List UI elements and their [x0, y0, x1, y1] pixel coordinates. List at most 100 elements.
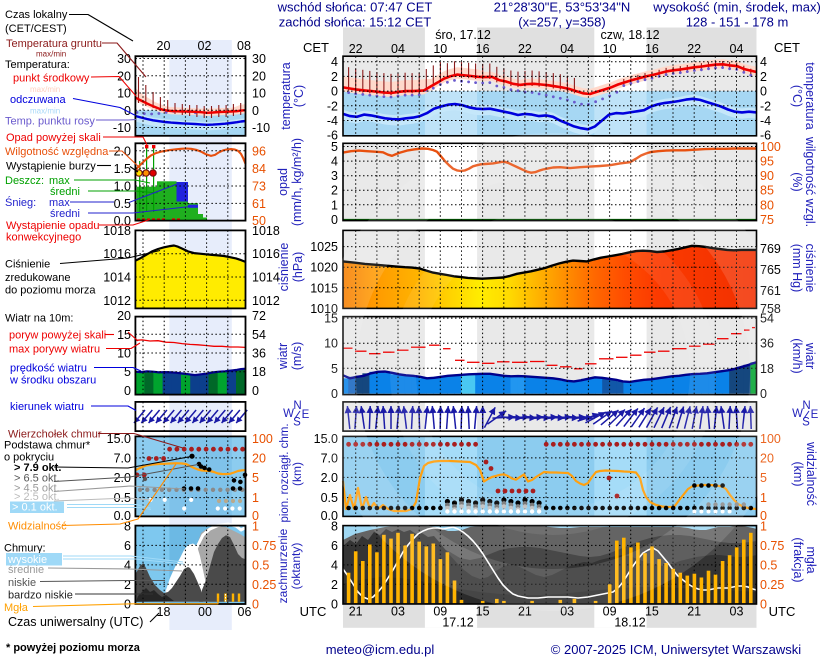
- svg-text:18: 18: [157, 605, 171, 619]
- svg-text:1: 1: [760, 520, 767, 534]
- svg-text:61: 61: [252, 197, 266, 211]
- svg-text:zredukowane: zredukowane: [5, 272, 70, 284]
- svg-text:UTC: UTC: [300, 604, 327, 619]
- svg-text:1: 1: [760, 491, 767, 505]
- svg-text:2: 2: [760, 70, 767, 84]
- svg-text:Temperatura:: Temperatura:: [5, 59, 70, 71]
- svg-text:10: 10: [324, 337, 338, 351]
- svg-text:CET: CET: [303, 40, 329, 55]
- svg-text:1.5: 1.5: [114, 162, 131, 176]
- svg-text:20: 20: [252, 69, 266, 83]
- svg-text:-4: -4: [327, 114, 338, 128]
- svg-text:w środku obszaru: w środku obszaru: [9, 375, 96, 387]
- svg-text:36: 36: [252, 347, 266, 361]
- svg-text:18: 18: [760, 362, 774, 376]
- svg-text:średni: średni: [50, 208, 80, 220]
- svg-text:06: 06: [238, 605, 252, 619]
- svg-text:(CET/CEST): (CET/CEST): [5, 23, 67, 35]
- svg-text:Deszcz:: Deszcz:: [5, 175, 44, 187]
- svg-text:bardzo niskie: bardzo niskie: [8, 590, 73, 602]
- svg-text:prędkość wiatru: prędkość wiatru: [10, 363, 87, 375]
- svg-text:4: 4: [124, 558, 131, 572]
- svg-text:wilgotność wzgl.: wilgotność wzgl.: [803, 136, 817, 227]
- svg-text:max porywy wiatru: max porywy wiatru: [9, 344, 100, 356]
- svg-text:-6: -6: [327, 129, 338, 143]
- svg-text:temperatura: temperatura: [279, 62, 293, 129]
- svg-text:> 7.9 okt.: > 7.9 okt.: [14, 462, 61, 474]
- svg-text:odczuwana: odczuwana: [10, 94, 67, 106]
- svg-text:(x=257, y=358): (x=257, y=358): [518, 15, 605, 30]
- svg-text:08: 08: [237, 39, 251, 53]
- svg-text:Ciśnienie: Ciśnienie: [5, 259, 50, 271]
- svg-text:02: 02: [198, 39, 212, 53]
- svg-text:E: E: [302, 409, 310, 421]
- svg-text:wysokość (min, środek, max): wysokość (min, środek, max): [652, 0, 820, 15]
- svg-text:ciśnienie: ciśnienie: [803, 244, 817, 293]
- svg-text:100: 100: [760, 140, 781, 154]
- svg-text:(km): (km): [290, 462, 304, 486]
- svg-text:100: 100: [252, 432, 273, 446]
- svg-text:21°28'30"E, 53°53'34"N: 21°28'30"E, 53°53'34"N: [494, 0, 631, 15]
- svg-text:(km): (km): [791, 462, 805, 487]
- svg-text:widzialność: widzialność: [804, 441, 818, 506]
- svg-text:1020: 1020: [310, 261, 338, 275]
- svg-text:15: 15: [117, 328, 131, 342]
- svg-text:Wystąpienie burzy: Wystąpienie burzy: [6, 161, 96, 173]
- svg-text:5: 5: [252, 471, 259, 485]
- svg-text:5: 5: [760, 471, 767, 485]
- svg-text:0.5: 0.5: [760, 558, 777, 572]
- svg-text:max/min: max/min: [36, 50, 66, 59]
- svg-text:100: 100: [760, 432, 781, 446]
- svg-text:769: 769: [760, 242, 781, 256]
- svg-text:15: 15: [476, 605, 490, 619]
- svg-text:pion. rozciągł. chm.: pion. rozciągł. chm.: [279, 423, 291, 522]
- svg-text:5: 5: [124, 365, 131, 379]
- svg-text:0: 0: [331, 85, 338, 99]
- svg-text:0.0: 0.0: [114, 214, 131, 228]
- svg-text:0: 0: [252, 384, 259, 398]
- svg-text:22: 22: [687, 42, 701, 56]
- svg-text:1018: 1018: [252, 224, 280, 238]
- svg-text:03: 03: [560, 605, 574, 619]
- svg-text:0: 0: [252, 509, 259, 523]
- svg-text:761: 761: [760, 284, 781, 298]
- svg-text:0.25: 0.25: [252, 578, 276, 592]
- svg-text:> 6.5 okt.: > 6.5 okt.: [14, 473, 60, 485]
- svg-text:Wystąpienie opadu: Wystąpienie opadu: [6, 220, 99, 232]
- svg-text:> 0.1 okt.: > 0.1 okt.: [12, 502, 58, 514]
- svg-text:Czas lokalny: Czas lokalny: [5, 9, 68, 21]
- svg-text:max: max: [49, 197, 70, 209]
- svg-text:72: 72: [252, 309, 266, 323]
- svg-text:opad: opad: [276, 168, 290, 196]
- svg-text:16: 16: [476, 42, 490, 56]
- svg-text:04: 04: [391, 42, 405, 56]
- svg-text:20: 20: [760, 451, 774, 465]
- svg-text:0.75: 0.75: [252, 539, 276, 553]
- svg-text:0: 0: [252, 104, 259, 118]
- svg-text:Wilgotność względna: Wilgotność względna: [5, 146, 109, 158]
- svg-text:-6: -6: [760, 129, 771, 143]
- svg-text:średnie: średnie: [8, 564, 44, 576]
- svg-text:10: 10: [252, 87, 266, 101]
- svg-text:0: 0: [331, 387, 338, 401]
- svg-text:średni: średni: [50, 186, 80, 198]
- svg-text:84: 84: [252, 162, 266, 176]
- svg-text:0.75: 0.75: [760, 539, 784, 553]
- svg-text:(frakcja): (frakcja): [791, 537, 805, 582]
- svg-text:1: 1: [252, 491, 259, 505]
- svg-text:50: 50: [252, 214, 266, 228]
- svg-text:4: 4: [760, 55, 767, 69]
- svg-text:00: 00: [198, 605, 212, 619]
- svg-text:21: 21: [687, 605, 701, 619]
- svg-text:UTC: UTC: [769, 604, 796, 619]
- svg-text:zachód słońca: 15:12 CET: zachód słońca: 15:12 CET: [279, 15, 432, 30]
- svg-text:(hPa): (hPa): [291, 252, 305, 283]
- svg-text:0.0: 0.0: [321, 509, 338, 523]
- svg-text:0: 0: [760, 85, 767, 99]
- svg-text:22: 22: [349, 42, 363, 56]
- svg-text:95: 95: [760, 155, 774, 169]
- svg-text:0.25: 0.25: [760, 578, 784, 592]
- svg-text:1016: 1016: [103, 247, 131, 261]
- svg-text:8: 8: [331, 520, 338, 534]
- svg-text:W: W: [283, 408, 294, 420]
